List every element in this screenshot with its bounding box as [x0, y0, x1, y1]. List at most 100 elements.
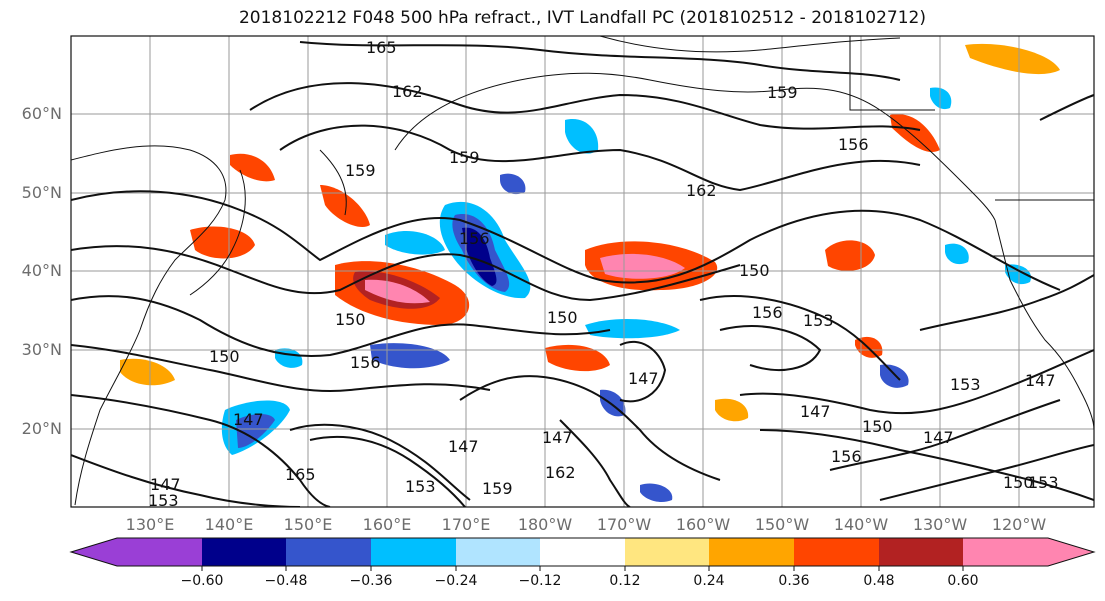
positive-anomaly-region: [600, 253, 685, 279]
contour-label: 147: [1025, 371, 1056, 390]
contour-line: [309, 435, 466, 507]
colorbar-segment: [202, 538, 286, 566]
contour-label: 159: [767, 83, 798, 102]
contour-line: [71, 295, 611, 357]
positive-anomaly-region: [120, 358, 175, 386]
latitude-label: 40°N: [21, 261, 62, 280]
contour-label: 153: [803, 311, 834, 330]
contour-line: [249, 82, 921, 131]
coastline-kamchatka: [319, 149, 347, 216]
contour-line: [559, 419, 631, 507]
positive-anomaly-region: [825, 240, 875, 271]
colorbar-tick-label: −0.48: [264, 573, 308, 589]
contour-line: [739, 349, 1094, 415]
negative-anomaly-region: [1005, 264, 1031, 285]
contour-label: 153: [405, 477, 436, 496]
negative-anomaly-region: [880, 364, 909, 388]
contour-label: 156: [459, 229, 490, 248]
colorbar-tick-label: 0.48: [863, 573, 895, 589]
colorbar-tick-label: −0.60: [180, 573, 224, 589]
colorbar-segment: [709, 538, 794, 566]
contour-label: 150: [209, 347, 240, 366]
negative-anomaly-region: [236, 414, 275, 448]
contour-line: [71, 190, 1061, 291]
colorbar-tick-label: 0.12: [609, 573, 641, 589]
contour-label: 162: [545, 463, 576, 482]
contour-line: [71, 344, 491, 392]
contour-line: [719, 325, 822, 371]
coastlines: [71, 36, 1094, 506]
contour-line: [619, 340, 667, 403]
negative-anomaly-region: [500, 173, 526, 195]
longitude-label: 170°E: [441, 515, 491, 534]
contour-label: 162: [392, 82, 423, 101]
negative-anomaly-region: [385, 230, 445, 255]
contour-label: 147: [448, 437, 479, 456]
colorbar-segment: [625, 538, 709, 566]
contour-label: 147: [800, 402, 831, 421]
contour-label: 150: [547, 308, 578, 327]
contour-label: 156: [838, 135, 869, 154]
contour-label: 153: [950, 375, 981, 394]
longitude-label: 170°W: [596, 515, 652, 534]
contour-label: 159: [482, 479, 513, 498]
contour-line: [71, 394, 331, 507]
colorbar-segment: [71, 538, 202, 566]
colorbar-tick-label: −0.12: [518, 573, 562, 589]
contour-line: [1039, 94, 1094, 121]
contour-label: 159: [345, 161, 376, 180]
coastline-alaska: [394, 72, 996, 221]
contour-line: [759, 429, 1094, 501]
contour-label: 150: [1003, 473, 1034, 492]
coastline-arctic: [599, 36, 901, 53]
colorbar-tick-label: 0.36: [778, 573, 810, 589]
colorbar-segment: [879, 538, 963, 566]
colorbar-segment: [540, 538, 625, 566]
map-title: 2018102212 F048 500 hPa refract., IVT La…: [238, 8, 926, 28]
contour-label: 147: [923, 428, 954, 447]
contour-label: 156: [350, 353, 381, 372]
colorbar-outline: [69, 537, 1096, 567]
positive-anomaly-region: [890, 114, 940, 152]
contour-label: 150: [862, 417, 893, 436]
contour-label: 147: [150, 475, 181, 494]
latitude-label: 20°N: [21, 419, 62, 438]
contour-line: [919, 274, 1094, 331]
negative-anomaly-region: [640, 483, 673, 503]
contour-line: [829, 399, 1061, 471]
contour-line: [879, 444, 1094, 501]
negative-anomaly-region: [565, 119, 599, 154]
negative-anomaly-region: [945, 243, 969, 265]
longitude-label: 120°W: [991, 515, 1047, 534]
map-border: [70, 35, 1095, 508]
colorbar-tick-label: −0.24: [434, 573, 478, 589]
contour-label: 165: [285, 465, 316, 484]
contour-label: 150: [739, 261, 770, 280]
longitude-label: 130°W: [912, 515, 968, 534]
positive-anomaly-region: [965, 43, 1060, 75]
contour-labels: 165 162 159 159 159 162 156 156 150 150 …: [148, 38, 1059, 507]
contour-line: [299, 41, 901, 81]
coastline-japan: [189, 169, 246, 296]
colorbar-tick-label: −0.36: [349, 573, 393, 589]
contour-label: 156: [831, 447, 862, 466]
contour-line: [289, 423, 471, 501]
contour-line: [459, 375, 721, 481]
contour-label: 153: [1028, 473, 1059, 492]
longitude-label: 160°W: [675, 515, 731, 534]
longitude-label: 160°E: [362, 515, 412, 534]
longitude-label: 140°W: [833, 515, 889, 534]
contour-label: 150: [335, 310, 366, 329]
negative-anomaly-region: [930, 87, 952, 110]
border-canada-us: [849, 36, 1094, 257]
contour-label: 147: [628, 369, 659, 388]
latitude-label: 50°N: [21, 183, 62, 202]
contour-label: 147: [233, 410, 264, 429]
refractivity-contours: [71, 41, 1094, 507]
contour-line: [699, 295, 901, 381]
negative-anomaly-region: [370, 343, 450, 369]
positive-anomaly-region: [545, 344, 610, 372]
colorbar-segment: [794, 538, 879, 566]
colorbar-segment: [371, 538, 456, 566]
